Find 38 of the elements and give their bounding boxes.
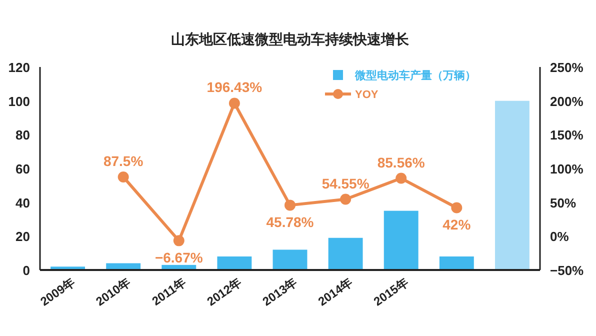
bar — [495, 100, 530, 270]
y2-tick-label: 250% — [550, 60, 584, 75]
point — [396, 172, 407, 184]
point — [340, 194, 352, 205]
y2-tick-label: 50% — [550, 195, 576, 210]
y-tick-label: 20 — [16, 229, 30, 244]
data-label: 196.43% — [206, 79, 263, 96]
data-label: 42% — [442, 216, 472, 233]
point — [118, 171, 129, 182]
point — [284, 200, 296, 211]
legend-label: YOY — [355, 89, 379, 101]
point — [451, 202, 462, 214]
data-label: 87.5% — [103, 152, 144, 169]
y-tick-label: 80 — [16, 128, 30, 143]
data-label: −6.67% — [154, 250, 204, 266]
data-label: 54.55% — [322, 175, 370, 192]
y2-tick-label: −50% — [550, 263, 584, 278]
legend-label: 微型电动车产量（万辆） — [354, 69, 476, 82]
y-tick-label: 40 — [16, 195, 30, 210]
y2-tick-label: 100% — [550, 162, 584, 176]
y2-tick-label: 200% — [550, 94, 584, 109]
bar — [328, 238, 363, 270]
y-tick-label: 100 — [8, 94, 30, 109]
bar — [384, 210, 418, 270]
data-label: 85.56% — [377, 154, 426, 170]
bar — [439, 256, 474, 270]
y-tick-label: 120 — [8, 60, 30, 75]
y2-tick-label: 0% — [550, 229, 570, 244]
bar — [217, 256, 252, 270]
point — [173, 235, 184, 246]
bar — [272, 250, 308, 270]
y-tick-label: 0 — [22, 263, 30, 278]
chart-title: 山东地区低速微型电动车持续快速增长 — [171, 31, 410, 47]
y2-tick-label: 150% — [550, 128, 584, 143]
point — [228, 98, 240, 109]
x-tick-label: 2011年 — [149, 274, 189, 308]
y-tick-label: 60 — [16, 162, 30, 176]
data-label: 45.78% — [266, 214, 314, 230]
